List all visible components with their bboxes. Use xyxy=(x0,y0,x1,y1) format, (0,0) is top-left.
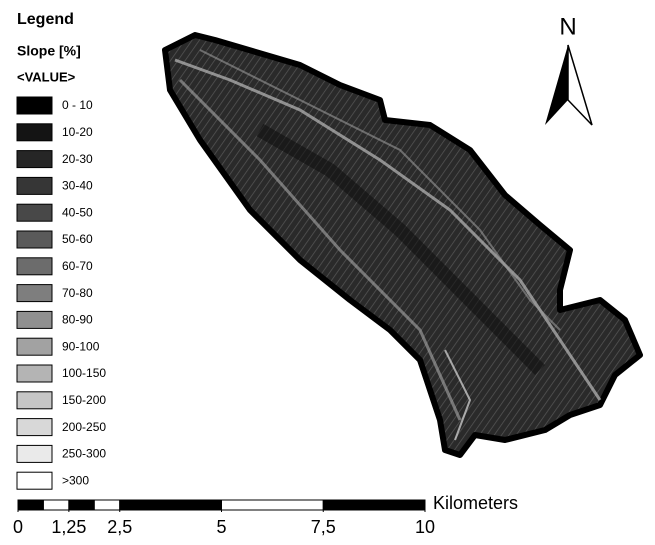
legend-label: 80-90 xyxy=(62,313,93,327)
legend-swatch xyxy=(16,230,53,249)
legend-label: 150-200 xyxy=(62,393,106,407)
legend-swatch xyxy=(16,471,53,490)
legend-label: 40-50 xyxy=(62,205,93,219)
legend-swatch xyxy=(16,310,53,329)
legend-label: 30-40 xyxy=(62,179,93,193)
scale-label: 7,5 xyxy=(311,517,336,537)
legend-swatch xyxy=(16,176,53,195)
legend-label: 100-150 xyxy=(62,366,106,380)
legend-label: >300 xyxy=(62,473,89,487)
legend-swatch xyxy=(16,337,53,356)
legend-field: <VALUE> xyxy=(17,69,76,84)
scale-segment xyxy=(42,499,70,511)
scale-segment xyxy=(68,499,95,511)
slope-raster xyxy=(162,32,643,458)
scale-segment xyxy=(221,499,324,511)
north-arrow: N xyxy=(545,13,593,126)
scale-segment xyxy=(17,499,44,511)
legend-swatch xyxy=(16,284,53,303)
scale-unit: Kilometers xyxy=(433,493,518,513)
legend-label: 20-30 xyxy=(62,152,93,166)
legend-swatch xyxy=(16,364,53,383)
legend-classes: 0 - 10 10-20 20-30 30-40 40-50 50-60 60-70 70-8… xyxy=(16,96,106,490)
scale-segment xyxy=(119,499,222,511)
legend-label: 60-70 xyxy=(62,259,93,273)
legend-label: 70-80 xyxy=(62,286,93,300)
scale-label: 10 xyxy=(415,517,435,537)
legend-swatch xyxy=(16,150,53,169)
legend-title: Legend xyxy=(17,11,74,28)
scale-label: 5 xyxy=(216,517,226,537)
scale-segment xyxy=(322,499,426,511)
legend-label: 200-250 xyxy=(62,420,106,434)
legend-label: 50-60 xyxy=(62,232,93,246)
scale-label: 1,25 xyxy=(51,517,86,537)
scale-segment xyxy=(93,499,121,511)
legend-swatch xyxy=(16,123,53,142)
north-label: N xyxy=(559,13,576,40)
legend-layer: Slope [%] xyxy=(17,43,81,59)
legend-label: 250-300 xyxy=(62,447,106,461)
scale-bar: 0 1,25 2,5 5 7,5 10 Kilometers xyxy=(13,493,518,537)
scale-label: 0 xyxy=(13,517,23,537)
legend-label: 10-20 xyxy=(62,125,93,139)
legend-swatch xyxy=(16,391,53,410)
legend-swatch xyxy=(16,418,53,437)
legend-swatch xyxy=(16,96,53,115)
legend-label: 90-100 xyxy=(62,339,100,353)
legend-swatch xyxy=(16,257,53,276)
legend-swatch xyxy=(16,444,53,463)
legend-swatch xyxy=(16,203,53,222)
legend-label: 0 - 10 xyxy=(62,98,93,112)
scale-label: 2,5 xyxy=(107,517,132,537)
